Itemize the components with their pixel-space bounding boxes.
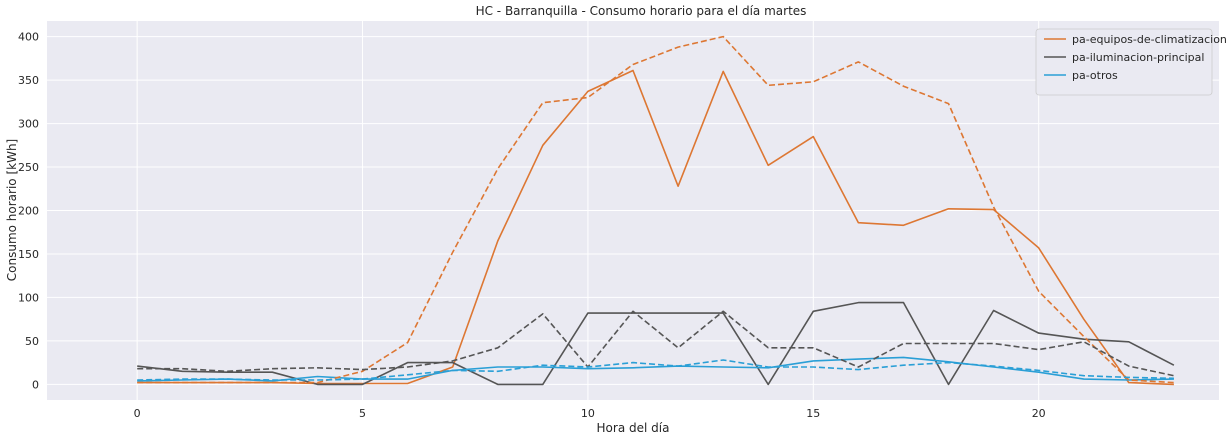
y-tick-labels: 0 50 100 150 200 250 300 350 400: [18, 31, 39, 392]
x-tick-label: 20: [1032, 407, 1046, 420]
x-tick-label: 15: [806, 407, 820, 420]
y-tick-label: 250: [18, 161, 39, 174]
y-tick-label: 50: [25, 335, 39, 348]
x-tick-label: 5: [359, 407, 366, 420]
grid-lines: [47, 21, 1219, 400]
y-tick-label: 100: [18, 291, 39, 304]
legend-box: [1035, 28, 1213, 96]
series-line-4-dashed: [137, 310, 1175, 377]
x-tick-label: 0: [134, 407, 141, 420]
y-axis-label: Consumo horario [kWh]: [5, 139, 19, 281]
y-tick-label: 350: [18, 74, 39, 87]
legend-entry: pa-equipos-de-climatizacion: [1072, 33, 1227, 46]
y-tick-label: 200: [18, 205, 39, 218]
series-line-2: [137, 356, 1174, 382]
x-tick-label: 10: [581, 407, 595, 420]
series-line-3-dashed: [137, 35, 1174, 384]
legend: pa-equipos-de-climatizacion pa-iluminacio…: [1035, 28, 1227, 96]
x-tick-labels: 0 5 10 15 20: [134, 407, 1046, 420]
y-tick-label: 0: [32, 378, 39, 391]
legend-entry: pa-iluminacion-principal: [1072, 51, 1204, 64]
y-tick-label: 150: [18, 248, 39, 261]
series-lines: [137, 35, 1175, 386]
chart-title: HC - Barranquilla - Consumo horario para…: [476, 4, 807, 18]
x-axis-label: Hora del día: [597, 421, 670, 435]
y-tick-label: 300: [18, 118, 39, 131]
legend-entry: pa-otros: [1072, 69, 1118, 82]
series-line-5-dashed: [137, 359, 1174, 381]
y-tick-label: 400: [18, 31, 39, 44]
